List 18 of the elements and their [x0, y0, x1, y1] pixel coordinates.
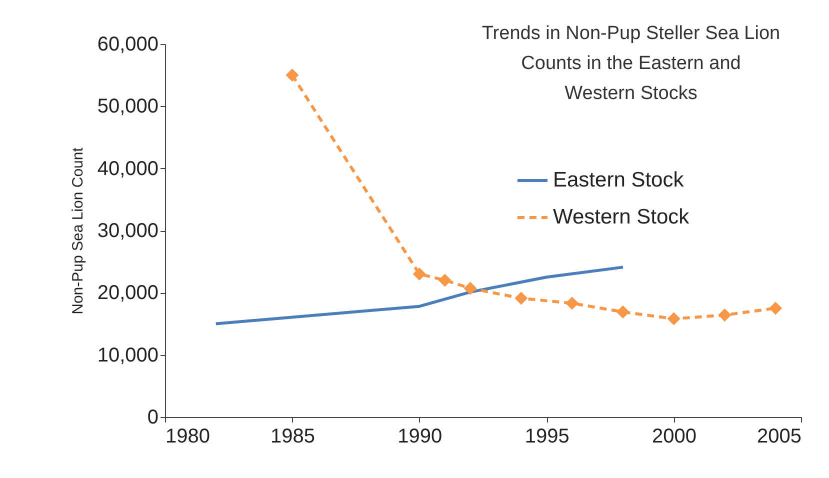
x-tick-label: 2005: [757, 426, 802, 448]
y-tick-label: 20,000: [97, 282, 158, 304]
y-tick-label: 10,000: [97, 344, 158, 366]
legend-label: Eastern Stock: [553, 168, 684, 192]
x-tick-label: 2000: [652, 426, 697, 448]
x-tick-label: 1995: [524, 426, 570, 448]
y-tick-label: 30,000: [97, 220, 158, 242]
y-tick-label: 40,000: [97, 158, 158, 180]
y-tick-label: 0: [147, 406, 158, 428]
y-tick-label: 50,000: [97, 96, 158, 118]
y-tick-label: 60,000: [97, 34, 158, 56]
x-tick-label: 1985: [270, 426, 315, 448]
x-tick-label: 1980: [166, 426, 210, 448]
legend-label: Western Stock: [553, 206, 690, 228]
text: Trends in Non-Pup Steller Sea Lion Counts in the Eastern and Western Stocks: [482, 23, 780, 104]
x-tick-label: 1990: [398, 426, 442, 448]
line-series: [214, 266, 624, 326]
y-axis-title: Non-Pup Sea Lion Count: [69, 146, 86, 314]
